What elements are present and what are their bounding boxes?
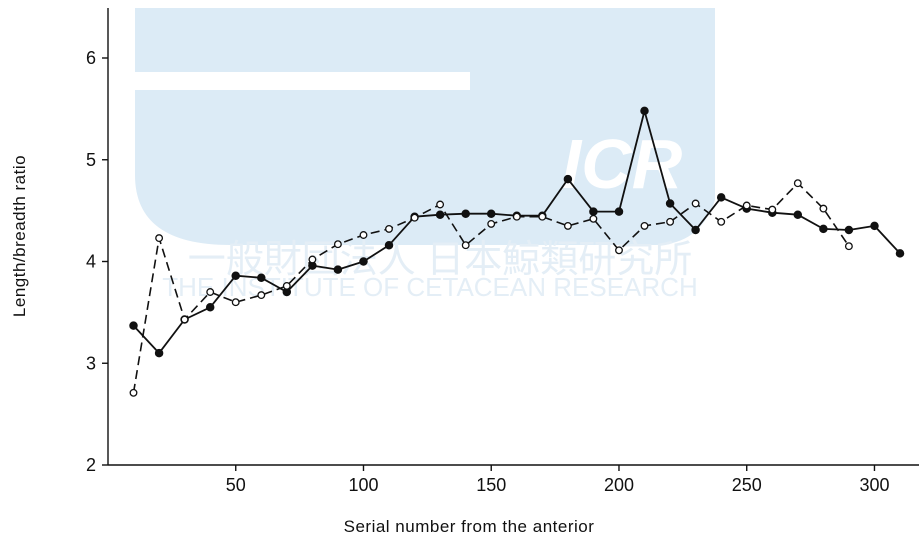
- series-1-point: [257, 273, 266, 283]
- series-2-point: [436, 200, 445, 209]
- series-1-point: [665, 199, 675, 208]
- series-2-point: [410, 213, 419, 222]
- y-tick-label: 3: [86, 353, 96, 373]
- y-tick-label: 2: [86, 455, 96, 475]
- series-2-point: [231, 298, 240, 307]
- series-1-point: [614, 207, 624, 216]
- x-tick-label: 150: [476, 475, 506, 495]
- series-1-point: [461, 209, 470, 218]
- series-1-point: [819, 224, 828, 234]
- series-2-point: [282, 281, 291, 290]
- series-2-point: [589, 214, 598, 223]
- series-1-point: [333, 265, 343, 274]
- series-2-point: [666, 217, 675, 226]
- series-2-point: [615, 246, 623, 255]
- x-tick-label: 200: [604, 475, 634, 495]
- watermark-org-name-ja: 一般財団法人 日本鯨類研究所: [188, 239, 693, 281]
- series-2-point: [742, 201, 751, 210]
- y-tick-label: 4: [86, 252, 96, 272]
- watermark-logo-text: ICR: [562, 125, 683, 203]
- series-1-point: [486, 209, 496, 218]
- series-1-point: [154, 348, 164, 358]
- x-tick-label: 300: [859, 475, 889, 495]
- series-2-point: [129, 388, 138, 397]
- series-2-point: [206, 288, 215, 296]
- series-2-point: [257, 291, 266, 300]
- series-1-point: [384, 240, 394, 250]
- series-1-point: [640, 106, 649, 116]
- series-2-point: [333, 240, 342, 249]
- x-tick-label: 250: [732, 475, 762, 495]
- series-2-point: [385, 224, 393, 233]
- series-1-point: [359, 257, 368, 266]
- series-2-point: [768, 205, 777, 214]
- series-1-point: [129, 321, 138, 330]
- x-ticks: 50 100 150 200 250 300: [226, 465, 889, 495]
- series-1-point: [205, 303, 215, 312]
- series-2-point: [487, 219, 496, 228]
- series-2-point: [180, 315, 189, 324]
- series-2-point: [155, 234, 164, 243]
- y-ticks: 2 3 4 5 6: [86, 48, 108, 475]
- series-2-point: [563, 221, 572, 230]
- x-axis-title: Serial number from the anterior: [344, 517, 595, 536]
- watermark: ICR 一般財団法人 日本鯨類研究所 THE INSTITUTE OF CETA…: [135, 8, 715, 302]
- series-2-point: [461, 241, 470, 250]
- series-2-point: [359, 231, 368, 239]
- series-2-point: [717, 217, 726, 226]
- series-1-point: [870, 221, 879, 231]
- x-tick-label: 100: [348, 475, 378, 495]
- series-1-point: [844, 225, 854, 235]
- series-1-point: [716, 193, 726, 202]
- series-2-point: [844, 242, 853, 251]
- series-1-point: [435, 210, 445, 219]
- series-2-point: [512, 212, 521, 221]
- series-1-point: [793, 210, 803, 219]
- series-2-point: [819, 204, 828, 213]
- y-tick-label: 6: [86, 48, 96, 68]
- x-tick-label: 50: [226, 475, 246, 495]
- series-1-point: [589, 207, 598, 216]
- series-2-point: [308, 255, 317, 264]
- series-1-point: [895, 249, 905, 258]
- y-axis-title: Length/breadth ratio: [10, 155, 29, 317]
- y-tick-label: 5: [86, 150, 96, 170]
- series-2-point: [691, 199, 700, 208]
- series-1-point: [231, 271, 240, 280]
- series-layer: [129, 106, 905, 397]
- series-1-point: [563, 174, 573, 184]
- watermark-logo-shape: [135, 8, 715, 245]
- series-2-point: [640, 221, 649, 230]
- series-1-point: [691, 225, 700, 235]
- series-2-point: [793, 179, 802, 188]
- series-2-point: [538, 212, 547, 221]
